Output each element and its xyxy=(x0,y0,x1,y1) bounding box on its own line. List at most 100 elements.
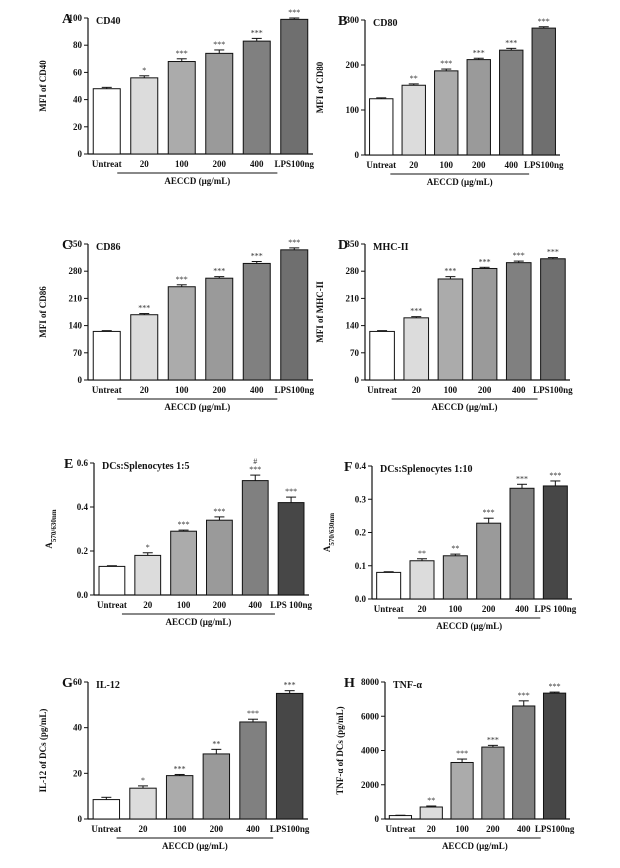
bar-4 xyxy=(205,52,234,155)
x-tick-label: 20 xyxy=(143,600,153,610)
chart-panel-a: A CD40 0 20 40 60 80 100 MFI of CD40 Untreat * 20 **… xyxy=(38,8,315,186)
chart-panel-e: E DCs:Splenocytes 1:5 0.0 0.2 0.4 0.6 A570/630… xyxy=(44,457,312,627)
x-tick-label: 100 xyxy=(175,159,189,169)
x-tick-label: 20 xyxy=(427,824,437,834)
significance-label: *** xyxy=(549,682,561,691)
significance-label: *** xyxy=(249,465,261,474)
y-tick-label: 280 xyxy=(346,266,360,276)
y-tick-label: 300 xyxy=(346,15,360,25)
panel-letter: H xyxy=(344,676,355,691)
y-axis-label: TNF-α of DCs (pg/mL) xyxy=(335,706,345,794)
bar-4 xyxy=(466,59,491,156)
significance-label: * xyxy=(142,66,146,75)
bar-5 xyxy=(509,487,535,600)
bar-5 xyxy=(239,721,267,820)
y-tick-label: 0.4 xyxy=(355,461,367,471)
x-tick-label: Untreat xyxy=(374,604,404,614)
bar-4 xyxy=(471,267,498,381)
significance-label: *** xyxy=(284,681,296,690)
y-tick-label: 2000 xyxy=(361,780,380,790)
bar-4 xyxy=(476,522,502,600)
bar-3 xyxy=(167,286,196,381)
bar-1 xyxy=(92,88,121,155)
y-tick-label: 0.1 xyxy=(355,561,367,571)
panel-letter: E xyxy=(64,457,73,472)
bar-4 xyxy=(205,277,234,381)
x-tick-label: LPS100ng xyxy=(524,160,564,170)
bar-1 xyxy=(388,815,413,820)
y-tick-label: 100 xyxy=(69,13,83,23)
y-tick-label: 20 xyxy=(73,768,83,778)
panel-letter: A xyxy=(62,12,73,27)
bar-4 xyxy=(481,746,505,820)
significance-label: *** xyxy=(288,238,300,247)
chart-title: DCs:Splenocytes 1:10 xyxy=(380,464,473,475)
significance-label: ** xyxy=(451,544,459,553)
y-axis-label: MFI of CD80 xyxy=(315,61,325,113)
bar-6 xyxy=(277,502,305,596)
significance-label: *** xyxy=(483,508,495,517)
x-tick-label: 20 xyxy=(139,824,149,834)
x-tick-label: 400 xyxy=(505,160,519,170)
y-tick-label: 210 xyxy=(346,293,360,303)
significance-label: ** xyxy=(427,796,435,805)
chart-panel-d: D MHC-II 0 70 140 210 280 350 MFI of MHC-II Untre… xyxy=(315,238,573,412)
chart-title: CD86 xyxy=(96,242,120,253)
chart-title: TNF-α xyxy=(393,680,422,691)
bar-5 xyxy=(242,262,271,381)
y-tick-label: 0 xyxy=(78,149,83,159)
significance-label: *** xyxy=(516,474,528,483)
bar-2 xyxy=(134,554,162,596)
x-tick-label: 100 xyxy=(175,385,189,395)
significance-label: *** xyxy=(440,59,452,68)
bar-3 xyxy=(434,70,459,156)
bar-2 xyxy=(130,77,159,155)
bar-2 xyxy=(419,806,443,820)
significance-label: *** xyxy=(176,49,188,58)
significance-label: *** xyxy=(178,520,190,529)
bar-1 xyxy=(376,571,402,600)
x-tick-label: 200 xyxy=(213,600,227,610)
panel-letter: F xyxy=(344,460,353,475)
significance-label: * xyxy=(146,543,150,552)
x-tick-label: Untreat xyxy=(97,600,127,610)
chart-panel-f: F DCs:Splenocytes 1:10 0.0 0.1 0.2 0.3 0.4 A570… xyxy=(322,460,577,631)
bar-2 xyxy=(130,314,159,381)
x-tick-label: 400 xyxy=(512,385,526,395)
bar-2 xyxy=(409,560,435,600)
panel-letter: B xyxy=(338,14,347,29)
significance-label: ** xyxy=(418,549,426,558)
x-tick-label: 200 xyxy=(482,604,496,614)
significance-label: ** xyxy=(410,74,418,83)
significance-label: *** xyxy=(285,487,297,496)
y-tick-label: 70 xyxy=(73,348,83,358)
significance-label: ** xyxy=(212,739,220,748)
chart-title: IL-12 xyxy=(96,680,120,691)
x-tick-label: 20 xyxy=(140,385,150,395)
y-tick-label: 60 xyxy=(73,677,83,687)
x-tick-label: LPS100ng xyxy=(274,159,314,169)
y-tick-label: 0.0 xyxy=(77,590,89,600)
y-tick-label: 0.6 xyxy=(77,458,89,468)
y-tick-label: 280 xyxy=(69,266,83,276)
panel-letter: C xyxy=(62,238,72,253)
significance-label: *** xyxy=(410,307,422,316)
x-tick-label: 400 xyxy=(250,159,264,169)
significance-label: *** xyxy=(213,267,225,276)
y-axis-label: MFI of MHC-II xyxy=(315,281,325,343)
chart-title: CD40 xyxy=(96,16,120,27)
x-tick-label: Untreat xyxy=(91,824,121,834)
significance-label: *** xyxy=(549,471,561,480)
y-axis-label: A570/630nm xyxy=(44,509,58,548)
significance-label: *** xyxy=(213,40,225,49)
y-tick-label: 0.2 xyxy=(355,528,367,538)
bar-1 xyxy=(369,98,394,156)
significance-label: *** xyxy=(513,251,525,260)
y-axis-label: MFI of CD40 xyxy=(38,60,48,112)
y-tick-label: 350 xyxy=(69,239,83,249)
x-tick-label: 200 xyxy=(213,385,227,395)
significance-label: *** xyxy=(138,304,150,313)
bar-2 xyxy=(129,787,157,820)
x-tick-label: 20 xyxy=(412,385,422,395)
